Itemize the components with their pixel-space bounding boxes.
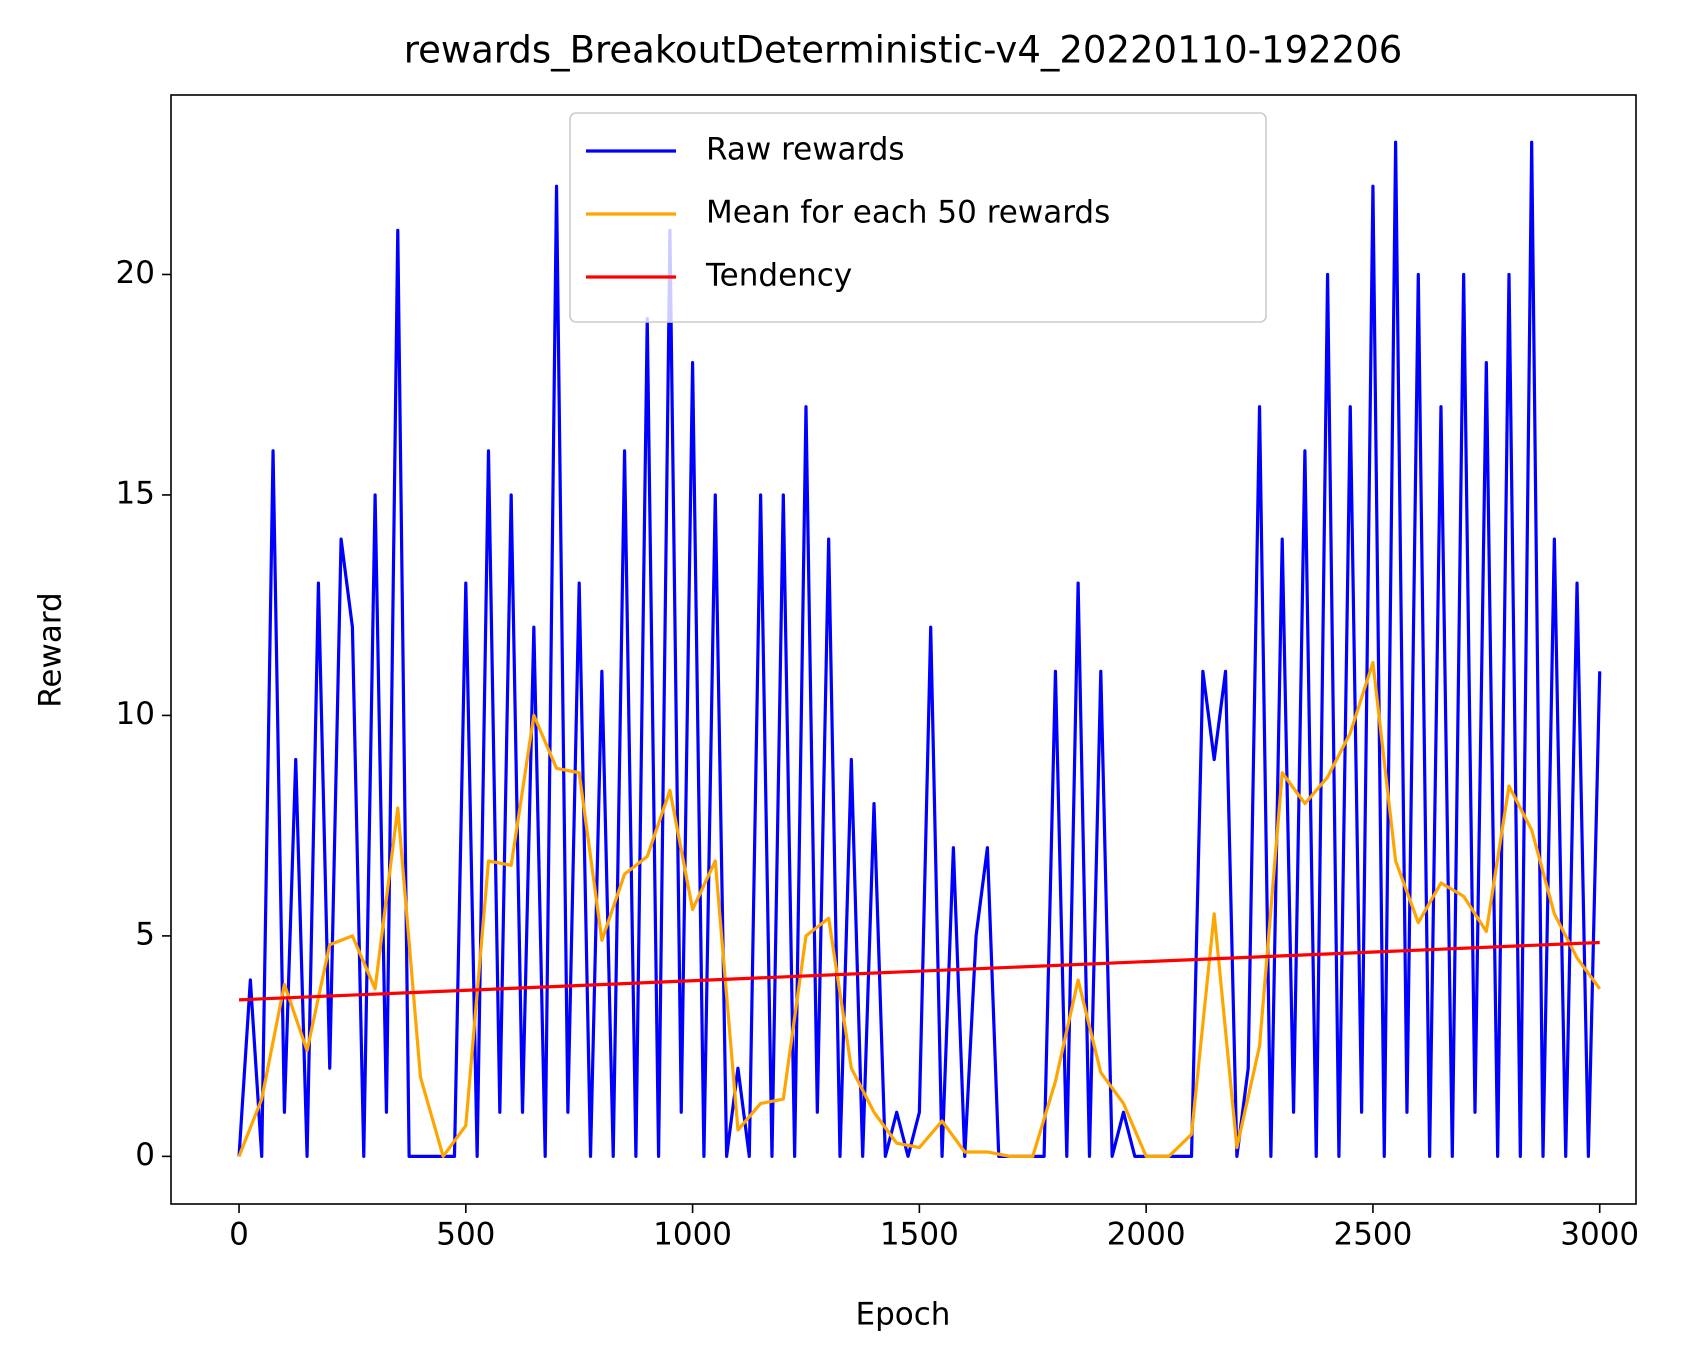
chart-title: rewards_BreakoutDeterministic-v4_2022011… [404, 29, 1403, 72]
legend-label: Tendency [705, 258, 852, 294]
plot-frame [170, 94, 1637, 1205]
y-tick-label: 20 [116, 255, 155, 291]
y-tick-label: 0 [135, 1137, 155, 1173]
y-tick-label: 5 [135, 916, 155, 952]
series-line [238, 940, 1600, 1002]
x-axis-label: Epoch [856, 1297, 951, 1333]
series-line [237, 660, 1602, 1158]
legend-box [569, 112, 1267, 323]
legend-label: Raw rewards [706, 132, 905, 168]
y-tick-label: 10 [116, 696, 155, 732]
x-tick-label: 2500 [1333, 1217, 1412, 1253]
y-tick-label: 15 [116, 475, 155, 511]
x-tick-label: 1000 [653, 1217, 732, 1253]
x-tick-label: 1500 [880, 1217, 959, 1253]
x-tick-label: 3000 [1560, 1217, 1639, 1253]
x-tick-label: 2000 [1107, 1217, 1186, 1253]
x-tick-label: 0 [229, 1217, 249, 1253]
x-tick-label: 500 [436, 1217, 495, 1253]
series-line [237, 140, 1602, 1158]
y-axis-label: Reward [33, 592, 69, 707]
legend-label: Mean for each 50 rewards [706, 195, 1110, 231]
